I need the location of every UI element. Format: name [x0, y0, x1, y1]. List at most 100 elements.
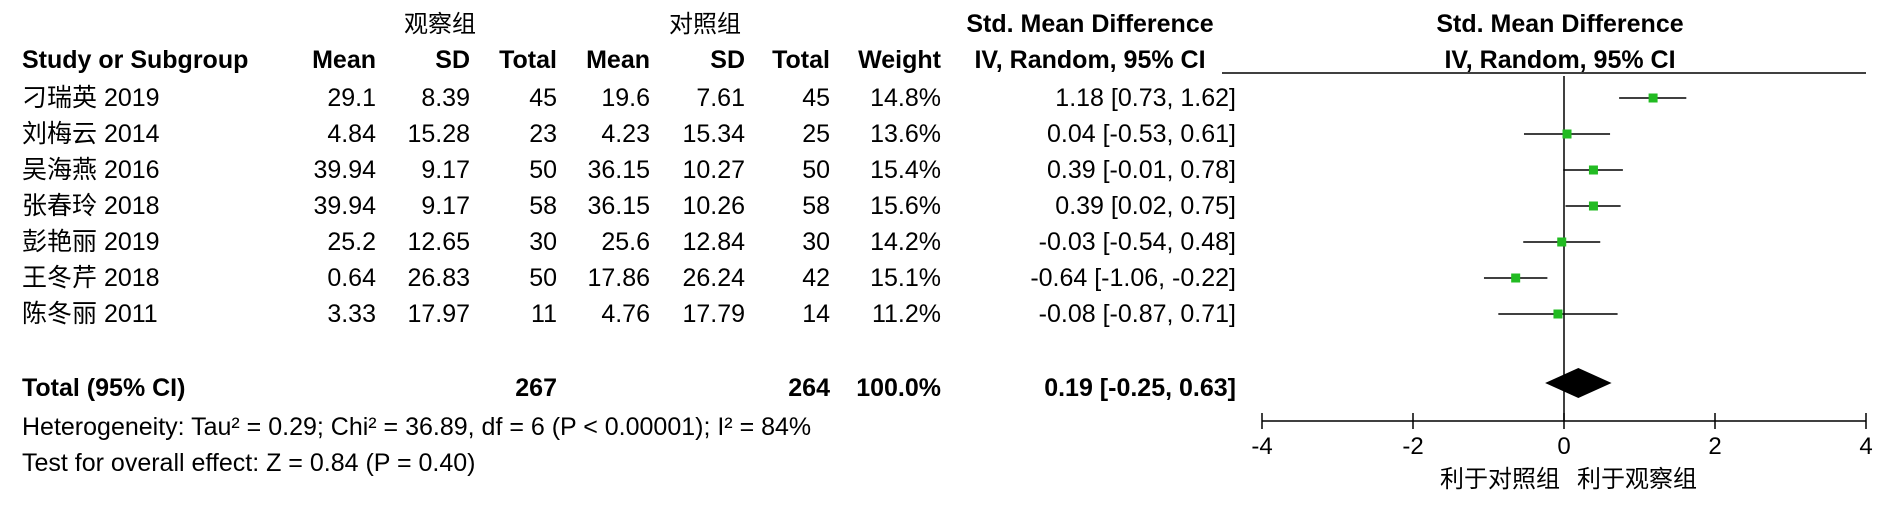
sd-c-cell: 7.61 [696, 84, 745, 112]
plot-title: Std. Mean Difference [1436, 10, 1684, 38]
column-header-sd-c: SD [710, 46, 745, 74]
sd-c-cell: 12.84 [682, 228, 745, 256]
favours-control-label: 利于对照组 [1440, 465, 1560, 493]
weight-cell: 15.1% [870, 264, 941, 292]
plot-subtitle: IV, Random, 95% CI [1444, 46, 1676, 74]
total-c-cell: 50 [802, 156, 830, 184]
mean-e-cell: 3.33 [327, 300, 376, 328]
mean-c-cell: 36.15 [587, 156, 650, 184]
weight-cell: 13.6% [870, 120, 941, 148]
x-tick-label: 2 [1708, 433, 1721, 460]
study-point [1562, 129, 1572, 139]
sd-e-cell: 8.39 [421, 84, 470, 112]
study-point [1648, 93, 1658, 103]
study-name: 彭艳丽 2019 [22, 228, 160, 256]
study-name: 陈冬丽 2011 [22, 300, 158, 328]
ci-cell: 0.39 [-0.01, 0.78] [1046, 156, 1236, 184]
total-label: Total (95% CI) [22, 374, 186, 402]
ci-cell: -0.03 [-0.54, 0.48] [1038, 228, 1236, 256]
total-c-cell: 30 [802, 228, 830, 256]
favours-experimental-label: 利于观察组 [1577, 465, 1697, 493]
study-point [1557, 237, 1567, 247]
total-e-cell: 11 [531, 300, 557, 328]
ci-cell: -0.08 [-0.87, 0.71] [1038, 300, 1236, 328]
effect-column-subtitle: IV, Random, 95% CI [974, 46, 1206, 74]
total-c-cell: 42 [802, 264, 830, 292]
total-e-sum: 267 [515, 374, 557, 402]
sd-e-cell: 26.83 [407, 264, 470, 292]
mean-e-cell: 0.64 [327, 264, 376, 292]
total-c-cell: 25 [802, 120, 830, 148]
column-header-sd-e: SD [435, 46, 470, 74]
sd-c-cell: 10.27 [682, 156, 745, 184]
study-point [1511, 273, 1521, 283]
x-tick-label: 4 [1859, 433, 1872, 460]
study-name: 吴海燕 2016 [22, 156, 160, 184]
mean-c-cell: 17.86 [587, 264, 650, 292]
total-weight: 100.0% [856, 374, 941, 402]
x-tick-label: -2 [1402, 433, 1423, 460]
study-point [1588, 165, 1598, 175]
mean-c-cell: 4.76 [601, 300, 650, 328]
sd-e-cell: 9.17 [421, 192, 470, 220]
column-header-mean-e: Mean [312, 46, 376, 74]
control-group-header: 对照组 [669, 10, 741, 38]
weight-cell: 11.2% [871, 300, 941, 328]
sd-e-cell: 17.97 [407, 300, 470, 328]
total-c-cell: 14 [802, 300, 830, 328]
column-header-mean-c: Mean [586, 46, 650, 74]
x-tick-label: -4 [1251, 433, 1272, 460]
sd-e-cell: 9.17 [421, 156, 470, 184]
mean-e-cell: 25.2 [327, 228, 376, 256]
heterogeneity-text: Heterogeneity: Tau² = 0.29; Chi² = 36.89… [22, 413, 812, 441]
sd-c-cell: 17.79 [682, 300, 745, 328]
sd-c-cell: 15.34 [682, 120, 745, 148]
effect-column-title: Std. Mean Difference [966, 10, 1214, 38]
total-e-cell: 45 [529, 84, 557, 112]
sd-c-cell: 10.26 [682, 192, 745, 220]
mean-c-cell: 25.6 [601, 228, 650, 256]
mean-e-cell: 4.84 [327, 120, 376, 148]
study-name: 张春玲 2018 [22, 192, 160, 220]
column-header-total-c: Total [772, 46, 830, 74]
ci-cell: 1.18 [0.73, 1.62] [1055, 84, 1236, 112]
overall-effect-text: Test for overall effect: Z = 0.84 (P = 0… [22, 449, 476, 477]
weight-cell: 14.8% [870, 84, 941, 112]
ci-cell: 0.39 [0.02, 0.75] [1055, 192, 1236, 220]
experimental-group-header: 观察组 [404, 10, 476, 38]
weight-cell: 14.2% [870, 228, 941, 256]
study-name: 刘梅云 2014 [22, 120, 160, 148]
mean-e-cell: 29.1 [327, 84, 376, 112]
mean-c-cell: 36.15 [587, 192, 650, 220]
total-ci: 0.19 [-0.25, 0.63] [1044, 374, 1236, 402]
total-e-cell: 50 [529, 264, 557, 292]
study-point [1588, 201, 1598, 211]
total-e-cell: 30 [529, 228, 557, 256]
ci-cell: 0.04 [-0.53, 0.61] [1046, 120, 1236, 148]
total-e-cell: 50 [529, 156, 557, 184]
mean-c-cell: 4.23 [601, 120, 650, 148]
sd-e-cell: 12.65 [407, 228, 470, 256]
sd-e-cell: 15.28 [407, 120, 470, 148]
summary-diamond [1545, 368, 1612, 398]
study-name: 刁瑞英 2019 [22, 84, 160, 112]
weight-cell: 15.6% [870, 192, 941, 220]
mean-c-cell: 19.6 [601, 84, 650, 112]
sd-c-cell: 26.24 [682, 264, 745, 292]
total-c-cell: 45 [802, 84, 830, 112]
weight-cell: 15.4% [870, 156, 941, 184]
mean-e-cell: 39.94 [313, 192, 376, 220]
ci-cell: -0.64 [-1.06, -0.22] [1030, 264, 1236, 292]
column-header-study: Study or Subgroup [22, 46, 249, 74]
total-c-sum: 264 [788, 374, 830, 402]
x-tick-label: 0 [1557, 433, 1570, 460]
study-point [1553, 309, 1563, 319]
column-header-total-e: Total [499, 46, 557, 74]
column-header-weight: Weight [858, 46, 941, 74]
total-e-cell: 58 [529, 192, 557, 220]
mean-e-cell: 39.94 [313, 156, 376, 184]
study-name: 王冬芹 2018 [22, 264, 160, 292]
total-e-cell: 23 [529, 120, 557, 148]
total-c-cell: 58 [802, 192, 830, 220]
